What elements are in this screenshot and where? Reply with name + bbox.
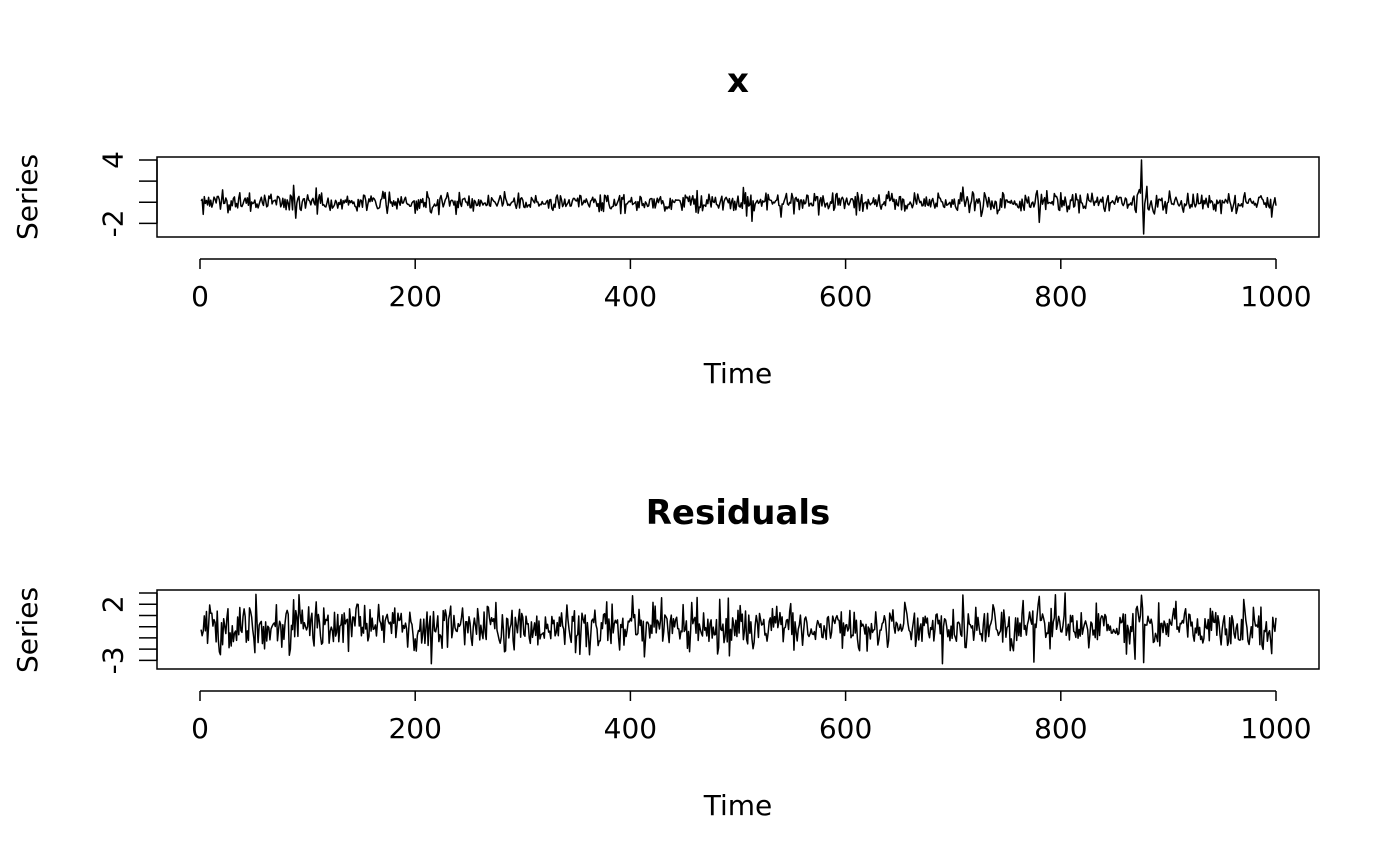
panel-residuals: Residuals 0 200 400 600 800 1000 -3 2 Time Ser… [11, 493, 1320, 822]
x-tick-label: 600 [819, 280, 872, 313]
panel-title: x [727, 61, 749, 101]
y-axis: -2 4 [97, 151, 158, 237]
x-axis-label: Time [703, 357, 773, 390]
y-axis-label: Series [11, 587, 44, 673]
x-axis: 0 200 400 600 800 1000 [191, 690, 1312, 745]
x-tick-label: 1000 [1240, 280, 1311, 313]
y-axis: -3 2 [97, 592, 158, 674]
y-tick-label: -2 [97, 209, 130, 237]
x-tick-label: 600 [819, 712, 872, 745]
x-tick-label: 800 [1034, 280, 1087, 313]
x-tick-label: 400 [604, 712, 657, 745]
y-tick-label: 2 [97, 595, 130, 613]
y-axis-label: Series [11, 154, 44, 240]
y-tick-label: 4 [97, 151, 130, 169]
x-tick-label: 200 [388, 280, 441, 313]
x-tick-label: 0 [191, 712, 209, 745]
series-line [200, 159, 1277, 235]
x-tick-label: 0 [191, 280, 209, 313]
x-tick-label: 800 [1034, 712, 1087, 745]
x-axis-label: Time [703, 789, 773, 822]
series-line [200, 592, 1277, 665]
x-tick-label: 200 [388, 712, 441, 745]
x-tick-label: 1000 [1240, 712, 1311, 745]
panel-title: Residuals [646, 493, 831, 533]
y-tick-label: -3 [97, 646, 130, 674]
x-tick-label: 400 [604, 280, 657, 313]
x-axis: 0 200 400 600 800 1000 [191, 258, 1312, 313]
panel-x: x 0 200 400 600 800 1000 -2 4 Time Series [11, 61, 1320, 390]
